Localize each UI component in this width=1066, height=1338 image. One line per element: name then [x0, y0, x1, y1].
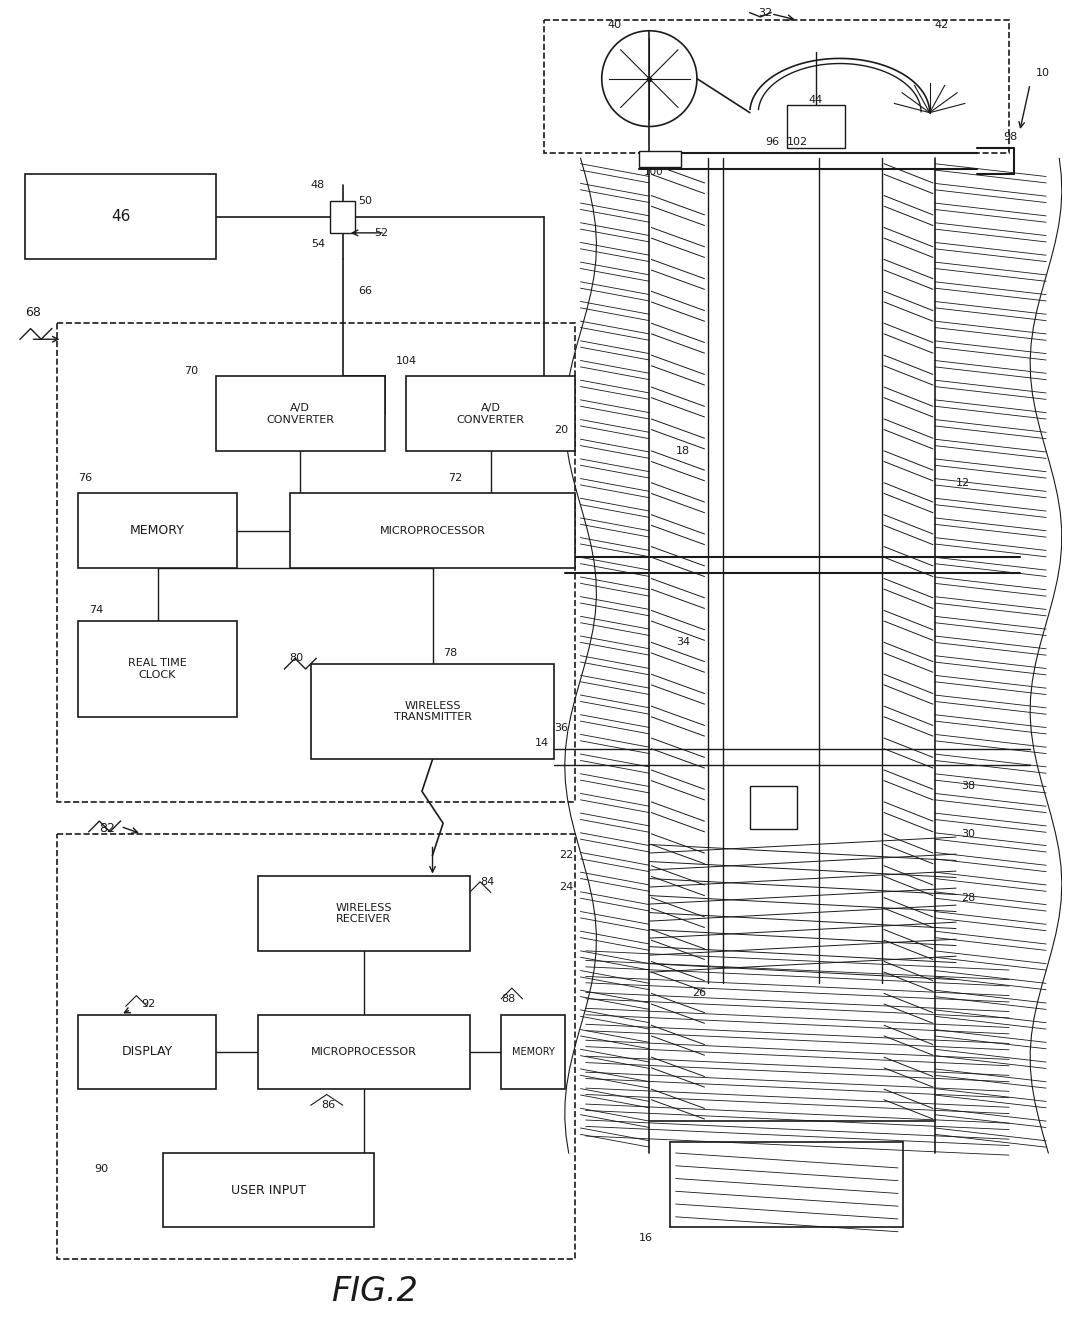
- Text: 70: 70: [184, 367, 198, 376]
- Text: 84: 84: [480, 876, 495, 887]
- Text: 30: 30: [962, 828, 975, 839]
- Bar: [290, 494, 576, 567]
- Text: USER INPUT: USER INPUT: [231, 1184, 306, 1196]
- Bar: [163, 1153, 374, 1227]
- Text: 88: 88: [501, 994, 516, 1004]
- Bar: [406, 376, 576, 451]
- Bar: [330, 201, 355, 233]
- Text: 18: 18: [676, 446, 690, 456]
- Text: 74: 74: [88, 606, 103, 615]
- Text: 16: 16: [639, 1234, 652, 1243]
- Bar: [311, 664, 554, 760]
- Text: 12: 12: [956, 478, 970, 488]
- Bar: [58, 834, 576, 1259]
- Text: 14: 14: [535, 739, 549, 748]
- Text: 96: 96: [765, 138, 780, 147]
- Text: DISPLAY: DISPLAY: [122, 1045, 173, 1058]
- Text: 66: 66: [358, 286, 372, 297]
- Text: MICROPROCESSOR: MICROPROCESSOR: [311, 1046, 417, 1057]
- Bar: [58, 324, 576, 801]
- Text: 42: 42: [935, 20, 949, 31]
- Text: 34: 34: [676, 637, 690, 648]
- Text: 72: 72: [449, 472, 463, 483]
- Text: MEMORY: MEMORY: [130, 524, 185, 538]
- Bar: [215, 376, 385, 451]
- Text: 36: 36: [554, 723, 568, 732]
- Text: MICROPROCESSOR: MICROPROCESSOR: [379, 526, 485, 535]
- Text: WIRELESS
TRANSMITTER: WIRELESS TRANSMITTER: [393, 701, 471, 723]
- Text: MEMORY: MEMORY: [512, 1046, 554, 1057]
- Text: 68: 68: [26, 306, 42, 320]
- Text: 54: 54: [311, 238, 325, 249]
- Text: 26: 26: [692, 989, 706, 998]
- Text: 80: 80: [290, 653, 304, 664]
- Text: 40: 40: [607, 20, 621, 31]
- Text: 104: 104: [395, 356, 417, 365]
- Text: 48: 48: [311, 181, 325, 190]
- Text: 20: 20: [554, 424, 568, 435]
- Text: 24: 24: [560, 882, 574, 892]
- Bar: [78, 494, 237, 567]
- Text: 76: 76: [78, 472, 93, 483]
- Bar: [78, 1014, 215, 1089]
- Bar: [258, 1014, 469, 1089]
- Text: FIG.2: FIG.2: [330, 1275, 418, 1307]
- Bar: [26, 174, 215, 260]
- Text: 86: 86: [322, 1100, 336, 1111]
- Text: 10: 10: [1035, 68, 1049, 79]
- Text: WIRELESS
RECEIVER: WIRELESS RECEIVER: [336, 903, 392, 925]
- Bar: [544, 20, 1008, 153]
- Text: 38: 38: [962, 781, 975, 791]
- Text: 50: 50: [358, 195, 372, 206]
- Text: 92: 92: [142, 999, 156, 1009]
- Bar: [639, 151, 681, 167]
- Text: 52: 52: [374, 227, 388, 238]
- Text: 82: 82: [99, 822, 115, 835]
- Text: 28: 28: [962, 892, 975, 903]
- Bar: [78, 621, 237, 717]
- Text: 90: 90: [94, 1164, 108, 1173]
- Text: A/D
CONVERTER: A/D CONVERTER: [456, 403, 524, 424]
- Text: 102: 102: [787, 138, 808, 147]
- Bar: [258, 876, 469, 951]
- Text: 98: 98: [1004, 132, 1018, 142]
- Bar: [501, 1014, 565, 1089]
- Text: 78: 78: [443, 648, 457, 658]
- Bar: [749, 785, 797, 828]
- Text: 32: 32: [759, 8, 773, 17]
- Bar: [787, 106, 845, 147]
- Text: 100: 100: [644, 167, 664, 177]
- Text: 44: 44: [808, 95, 822, 104]
- Text: 46: 46: [111, 210, 130, 225]
- Text: 22: 22: [560, 850, 574, 860]
- Text: A/D
CONVERTER: A/D CONVERTER: [266, 403, 335, 424]
- Text: REAL TIME
CLOCK: REAL TIME CLOCK: [128, 658, 187, 680]
